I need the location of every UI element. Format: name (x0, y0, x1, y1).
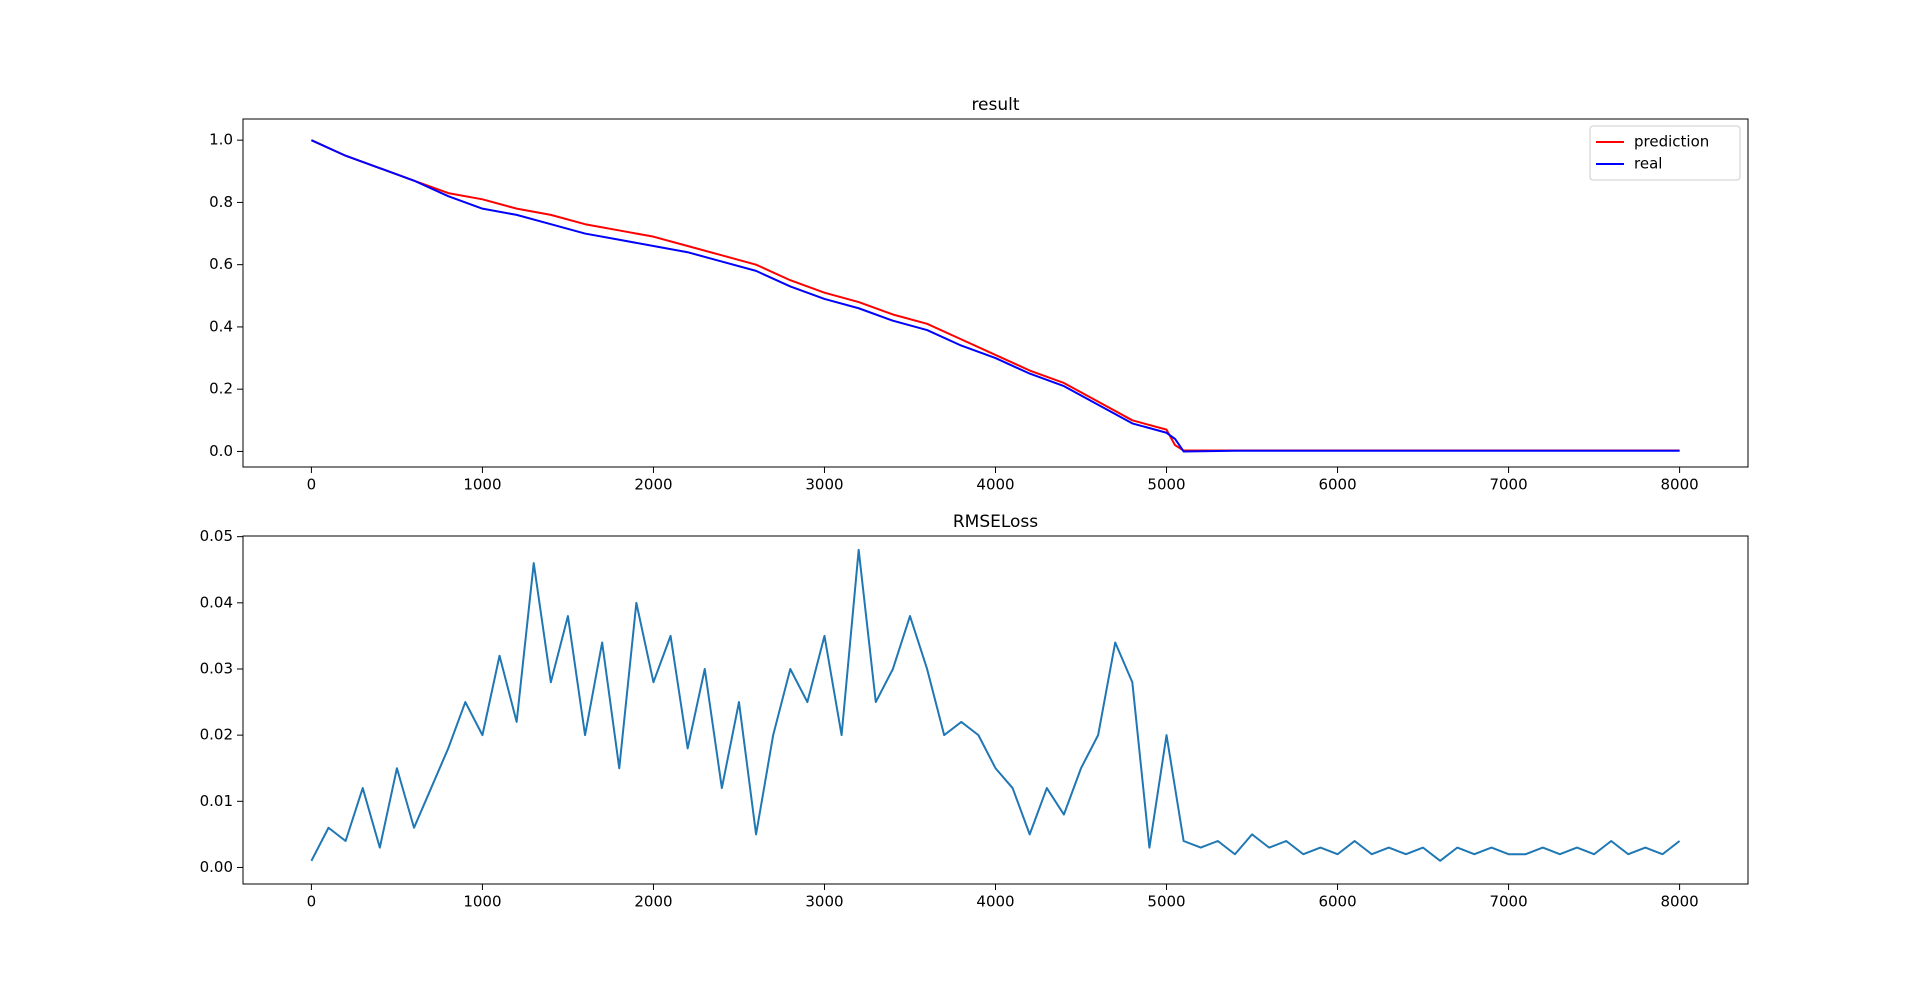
chart-title: result (971, 95, 1019, 115)
y-tick-label: 0.00 (200, 858, 233, 876)
x-tick-label: 8000 (1660, 893, 1698, 911)
legend-label: prediction (1634, 133, 1709, 151)
x-tick-label: 0 (307, 893, 317, 911)
x-tick-label: 5000 (1147, 476, 1185, 494)
x-tick-label: 5000 (1147, 893, 1185, 911)
x-tick-label: 1000 (463, 893, 501, 911)
x-tick-label: 4000 (976, 476, 1014, 494)
y-tick-label: 0.01 (200, 792, 233, 810)
y-tick-label: 0.02 (200, 726, 233, 744)
legend-box (1589, 125, 1741, 181)
series-line (310, 548, 1681, 862)
chart-title: RMSELoss (953, 512, 1038, 532)
y-tick-label: 1.0 (209, 131, 233, 149)
y-tick-label: 0.0 (209, 442, 233, 460)
x-tick-label: 6000 (1318, 893, 1356, 911)
y-tick-label: 0.4 (209, 317, 233, 335)
series-line (310, 139, 1680, 452)
x-tick-label: 4000 (976, 893, 1014, 911)
x-tick-label: 3000 (805, 476, 843, 494)
x-tick-label: 6000 (1318, 476, 1356, 494)
axes-frame (242, 535, 1749, 885)
y-tick-label: 0.05 (200, 527, 233, 545)
y-tick-label: 0.04 (200, 593, 233, 611)
y-tick-label: 0.6 (209, 255, 233, 273)
x-tick-label: 1000 (463, 476, 501, 494)
x-tick-label: 7000 (1489, 476, 1527, 494)
axes-frame (242, 118, 1749, 468)
x-tick-label: 2000 (634, 476, 672, 494)
x-tick-label: 2000 (634, 893, 672, 911)
legend-label: real (1634, 155, 1662, 173)
x-tick-label: 7000 (1489, 893, 1527, 911)
series-line (310, 139, 1680, 453)
y-tick-label: 0.03 (200, 659, 233, 677)
x-tick-label: 3000 (805, 893, 843, 911)
x-tick-label: 0 (307, 476, 317, 494)
x-tick-label: 8000 (1660, 476, 1698, 494)
y-tick-label: 0.8 (209, 193, 233, 211)
y-tick-label: 0.2 (209, 380, 233, 398)
